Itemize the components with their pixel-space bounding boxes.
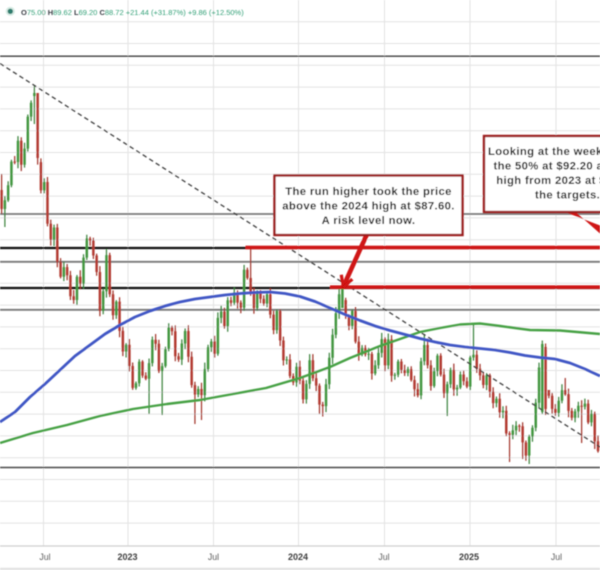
svg-text:2023: 2023	[117, 552, 137, 562]
svg-text:Jul: Jul	[208, 552, 219, 562]
svg-text:O75.00 H89.62 L69.20 C88.72 +2: O75.00 H89.62 L69.20 C88.72 +21.44 (+31.…	[21, 8, 244, 17]
svg-text:high from 2023 at $95.03 are: high from 2023 at $95.03 are	[496, 175, 600, 187]
svg-text:Looking at the weekly chart,: Looking at the weekly chart,	[488, 146, 600, 158]
svg-text:A risk level now.: A risk level now.	[322, 215, 416, 227]
svg-text:the targets.: the targets.	[535, 190, 600, 202]
svg-text:Jul: Jul	[39, 552, 50, 562]
svg-text:Jul: Jul	[551, 552, 562, 562]
svg-text:2024: 2024	[288, 552, 308, 562]
svg-text:2025: 2025	[459, 552, 479, 562]
svg-text:Jul: Jul	[378, 552, 389, 562]
svg-text:The run higher took the price: The run higher took the price	[285, 186, 451, 198]
svg-text:the 50% at $92.20 and the: the 50% at $92.20 and the	[494, 161, 600, 173]
svg-text:above the 2024 high at $87.60.: above the 2024 high at $87.60.	[282, 201, 455, 213]
